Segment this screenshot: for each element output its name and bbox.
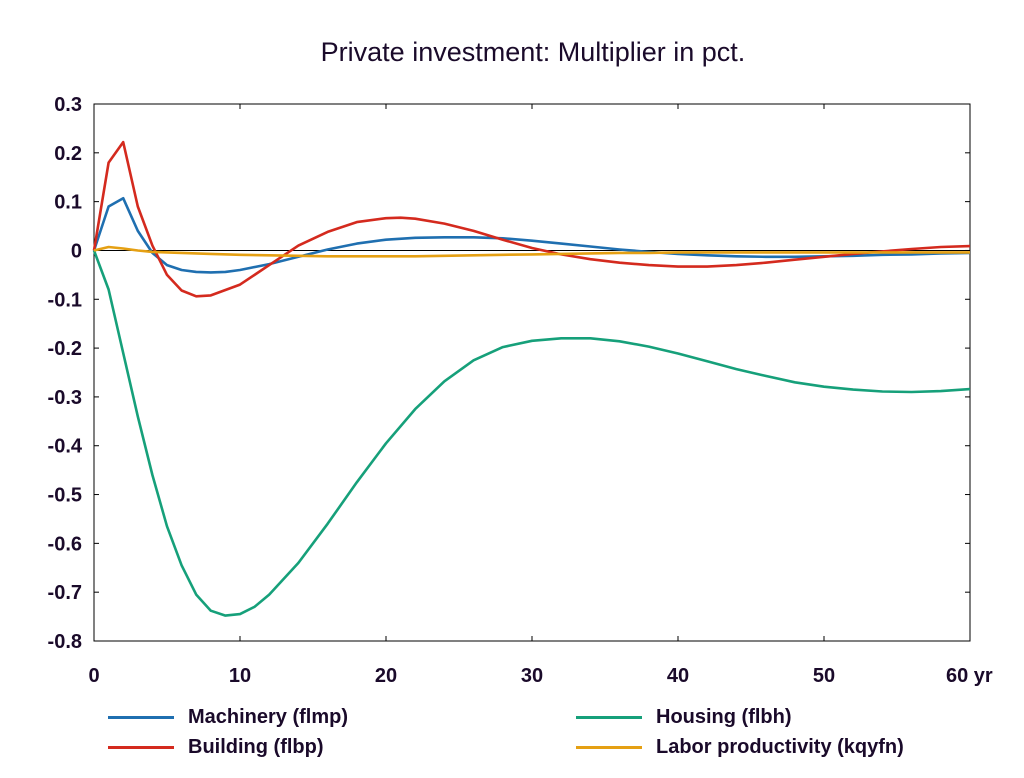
x-tick-label: 10	[229, 665, 251, 687]
y-tick-label: -0.4	[48, 436, 83, 458]
axis-ticks: 0.3 0.2 0.1 0 -0.1 -0.2 -0.3 -0.4 -0.5 -0.6 -0.7 -0…	[48, 94, 993, 687]
x-tick-label: 0	[88, 665, 99, 687]
legend-item: Building (flbp)	[108, 732, 324, 762]
x-tick-label: 20	[375, 665, 397, 687]
legend-item: Housing (flbh)	[576, 702, 792, 732]
y-tick-label: -0.6	[48, 533, 82, 555]
y-tick-label: 0	[71, 240, 82, 262]
legend-label: Building (flbp)	[188, 735, 324, 758]
plot-frame	[93, 103, 971, 642]
line-chart: Private investment: Multiplier in pct. 0…	[48, 37, 993, 687]
y-tick-label: 0.3	[54, 94, 82, 116]
legend-swatch	[576, 715, 642, 719]
legend-label: Labor productivity (kqyfn)	[656, 735, 904, 758]
series-line-0	[92, 196, 971, 274]
x-tick-label: 50	[813, 665, 835, 687]
series-line-1	[92, 140, 971, 298]
legend-label: Housing (flbh)	[656, 705, 792, 728]
x-tick-label: 60 yr	[946, 665, 993, 687]
legend-label: Machinery (flmp)	[188, 705, 349, 728]
y-tick-label: 0.2	[54, 143, 82, 165]
x-tick-label: 40	[667, 665, 689, 687]
series-line-3	[93, 245, 970, 258]
x-tick-label: 30	[521, 665, 543, 687]
y-tick-label: 0.1	[54, 192, 82, 214]
legend-swatch	[576, 745, 642, 749]
legend: Machinery (flmp) Building (flbp) Housing (…	[0, 700, 1024, 770]
legend-item: Machinery (flmp)	[108, 702, 348, 732]
legend-swatch	[108, 715, 174, 719]
y-tick-label: -0.2	[48, 338, 82, 360]
y-tick-label: -0.7	[48, 582, 82, 604]
legend-swatch	[108, 745, 174, 749]
y-tick-label: -0.3	[48, 387, 82, 409]
y-tick-label: -0.5	[48, 485, 82, 507]
series-line-2	[92, 250, 971, 617]
chart-title: Private investment: Multiplier in pct.	[321, 37, 746, 67]
y-tick-label: -0.8	[48, 631, 82, 653]
series-lines	[92, 140, 971, 617]
y-tick-label: -0.1	[48, 289, 82, 311]
legend-item: Labor productivity (kqyfn)	[576, 732, 904, 762]
plot-border	[93, 103, 971, 642]
